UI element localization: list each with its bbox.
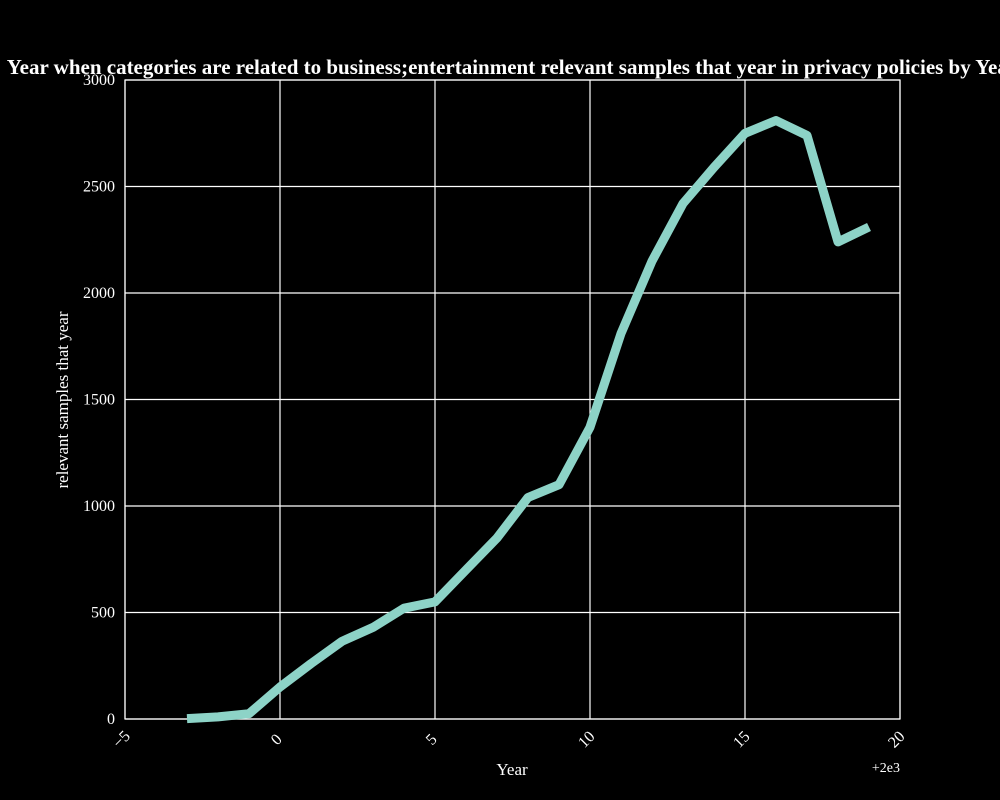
x-offset-label: +2e3 xyxy=(872,761,900,776)
y-tick-label: 3000 xyxy=(83,72,115,89)
chart-title: Year when categories are related to busi… xyxy=(7,55,1000,79)
plot-frame xyxy=(124,79,901,720)
y-tick-label: 2500 xyxy=(83,179,115,196)
y-axis-label: relevant samples that year xyxy=(53,311,72,488)
x-axis-label: Year xyxy=(496,760,528,779)
grid-lines xyxy=(124,79,901,720)
y-tick-label: 0 xyxy=(107,711,115,728)
series-line xyxy=(186,116,871,724)
series-group xyxy=(186,116,871,724)
y-tick-label: 1000 xyxy=(83,498,115,515)
y-tick-label: 500 xyxy=(91,605,115,622)
y-tick-label: 1500 xyxy=(83,392,115,409)
y-tick-labels: 0 500 1000 1500 2000 2500 3000 xyxy=(83,72,115,728)
y-tick-label: 2000 xyxy=(83,285,115,302)
